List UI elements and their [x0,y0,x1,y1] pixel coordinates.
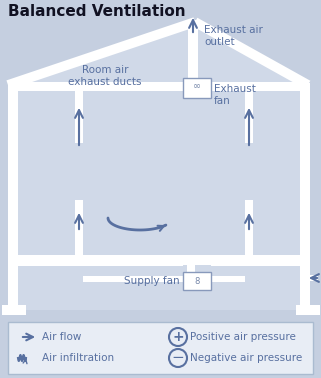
Bar [300,83,310,258]
Text: Air flow: Air flow [42,332,82,342]
Polygon shape [8,22,308,85]
Text: +: + [172,330,184,344]
Bar [75,200,83,262]
Bar [183,272,211,290]
Bar [18,82,183,90]
Text: Negative air pressure: Negative air pressure [190,353,302,363]
Text: 8: 8 [194,276,200,285]
Bar [183,78,211,98]
Bar [8,83,18,258]
Bar [211,276,245,282]
Text: Room air
exhaust ducts: Room air exhaust ducts [68,65,142,87]
Bar [8,322,313,374]
Text: Exhaust air
outlet: Exhaust air outlet [204,25,263,46]
Bar [75,88,83,143]
Bar [83,276,183,282]
Text: ∞: ∞ [193,81,201,91]
Text: Exhaust
fan: Exhaust fan [214,84,256,105]
Bar [296,305,320,315]
Bar [8,255,308,265]
Bar [2,305,26,315]
Text: −: − [172,350,184,366]
Bar [245,200,253,262]
Bar [211,258,300,266]
Bar [8,83,308,91]
Text: Fresh
air
inlet: Fresh air inlet [320,272,321,305]
Text: Air infiltration: Air infiltration [42,353,114,363]
Bar [18,258,183,266]
Bar [300,255,310,310]
Bar [211,82,300,90]
Bar [8,85,308,305]
Text: Positive air pressure: Positive air pressure [190,332,296,342]
Bar [8,255,18,310]
Bar [187,258,195,276]
Bar [308,275,318,281]
Bar [8,260,308,310]
Bar [188,20,198,90]
Text: Balanced Ventilation: Balanced Ventilation [8,5,186,20]
Bar [245,88,253,143]
Text: Supply fan: Supply fan [124,276,180,286]
